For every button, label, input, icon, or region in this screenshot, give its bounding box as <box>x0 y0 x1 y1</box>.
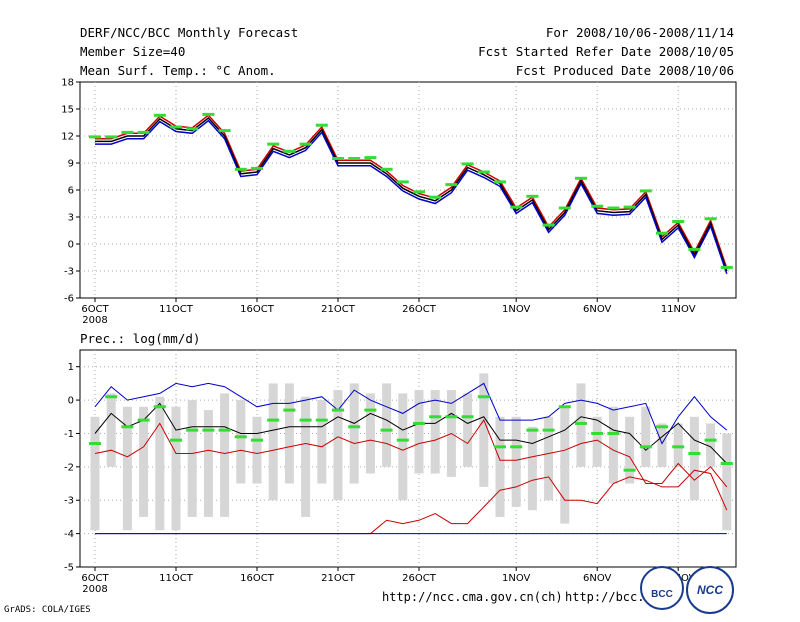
x-year-label: 2008 <box>82 315 107 326</box>
ncc-logo-text: NCC <box>697 583 723 597</box>
spread-box <box>90 416 100 531</box>
x-tick-label: 6OCT <box>81 304 109 315</box>
x-tick-label: 26OCT <box>402 573 437 584</box>
spread-box <box>365 393 375 474</box>
spread-box <box>187 400 197 517</box>
x-tick-label: 6OCT <box>81 573 109 584</box>
grads-credit: GrADS: COLA/IGES <box>4 605 91 615</box>
y-tick-label: -6 <box>64 294 74 305</box>
series-line-upper-bound <box>94 382 728 445</box>
spread-box <box>301 396 311 517</box>
spread-box <box>139 406 149 517</box>
prec-panel-title: Prec.: log(mm/d) <box>80 331 201 346</box>
spread-box <box>625 416 635 484</box>
series-line-ensemble-spread <box>94 419 728 488</box>
plot-frame <box>79 349 737 568</box>
x-tick-label: 1NOV <box>502 304 531 315</box>
bcc-url[interactable]: http://bcc.c <box>565 590 652 604</box>
spread-box <box>349 383 359 484</box>
spread-box <box>641 406 651 467</box>
spread-box <box>171 406 181 531</box>
spread-box <box>576 383 586 467</box>
spread-box <box>463 393 473 467</box>
chart-title: DERF/NCC/BCC Monthly Forecast <box>80 25 299 40</box>
spread-box <box>333 390 343 501</box>
spread-box <box>706 423 716 467</box>
spread-box <box>608 406 618 484</box>
series-line-ensemble-mean <box>95 116 728 272</box>
y-tick-label: -5 <box>64 563 74 574</box>
spread-box <box>592 416 602 467</box>
x-tick-label: 16OCT <box>240 304 275 315</box>
y-tick-label: 0 <box>68 240 74 251</box>
spread-box <box>511 416 521 507</box>
x-tick-label: 6NOV <box>583 304 612 315</box>
y-tick-label: -4 <box>64 529 74 540</box>
member-size: Member Size=40 <box>80 44 186 59</box>
y-tick-label: -3 <box>64 267 74 278</box>
x-tick-label: 21OCT <box>321 573 356 584</box>
x-tick-label: 21OCT <box>321 304 356 315</box>
refer-date: Fcst Started Refer Date 2008/10/05 <box>478 44 734 59</box>
y-tick-label: 1 <box>68 362 74 373</box>
spread-box <box>236 400 246 484</box>
spread-box <box>673 423 683 467</box>
series-line-ensemble-lower <box>95 119 728 274</box>
y-tick-label: 9 <box>68 159 74 170</box>
series-line-ensemble-upper <box>95 114 728 269</box>
temp-panel-title: Mean Surf. Temp.: °C Anom. <box>80 63 276 78</box>
spread-box <box>495 416 505 517</box>
x-tick-label: 11NOV <box>661 304 696 315</box>
spread-box <box>479 373 489 487</box>
x-tick-label: 26OCT <box>402 304 437 315</box>
spread-box <box>155 396 165 531</box>
x-tick-label: 11OCT <box>159 304 194 315</box>
y-tick-label: -3 <box>64 496 74 507</box>
spread-box <box>430 390 440 474</box>
y-tick-label: 6 <box>68 186 74 197</box>
spread-box <box>220 393 230 517</box>
forecast-period: For 2008/10/06-2008/11/14 <box>545 25 734 40</box>
x-tick-label: 16OCT <box>240 573 275 584</box>
spread-box <box>268 383 278 501</box>
spread-box <box>544 416 554 501</box>
spread-box <box>252 416 262 484</box>
y-tick-label: 12 <box>61 132 74 143</box>
x-tick-label: 11OCT <box>159 573 194 584</box>
x-tick-label: 1NOV <box>502 573 531 584</box>
produced-date: Fcst Produced Date 2008/10/06 <box>515 63 734 78</box>
bcc-logo: BCC <box>640 566 684 610</box>
spread-box <box>106 393 116 467</box>
y-tick-label: 18 <box>61 78 74 89</box>
y-tick-label: 15 <box>61 105 74 116</box>
spread-box <box>203 410 213 517</box>
spread-box <box>560 406 570 524</box>
spread-box <box>527 426 537 511</box>
spread-box <box>414 390 424 474</box>
x-year-label: 2008 <box>82 584 107 595</box>
x-tick-label: 6NOV <box>583 573 612 584</box>
spread-box <box>317 400 327 484</box>
y-tick-label: -2 <box>64 462 74 473</box>
series-line-ensemble-mean <box>94 402 728 464</box>
y-tick-label: 0 <box>68 396 74 407</box>
spread-box <box>122 406 132 531</box>
spread-box <box>398 393 408 501</box>
spread-box <box>657 423 667 467</box>
y-tick-label: -1 <box>64 429 74 440</box>
spread-box <box>689 416 699 501</box>
ncc-logo: NCC <box>686 566 734 614</box>
y-tick-label: 3 <box>68 213 74 224</box>
spread-box <box>382 383 392 467</box>
spread-box <box>722 433 732 531</box>
bcc-logo-text: BCC <box>651 589 673 600</box>
spread-box <box>284 383 294 484</box>
ncc-url[interactable]: http://ncc.cma.gov.cn(ch) <box>382 590 563 604</box>
